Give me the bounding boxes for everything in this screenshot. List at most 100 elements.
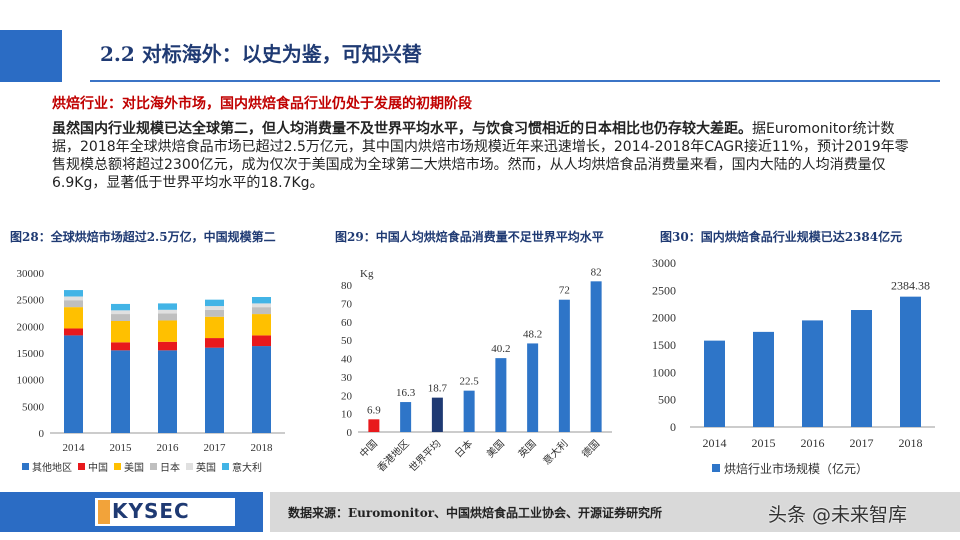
fig30-ytick-label: 0: [670, 420, 676, 434]
fig29-data-label: 48.2: [523, 328, 542, 340]
fig28-bar-2015-4: [111, 310, 130, 315]
fig28-legend-swatch: [186, 463, 193, 470]
fig28-xtick-label: 2017: [204, 442, 227, 454]
company-logo: KYSEC: [112, 499, 190, 523]
fig29-xtick-label: 英国: [515, 437, 538, 460]
fig30-xtick-label: 2017: [850, 436, 874, 450]
fig28-xtick-label: 2018: [251, 442, 274, 454]
fig29-chart: Kg 0 10 20 30 40 50 60 70 80 6.9 中国 16.3 香港地区 18.7 世界平均…: [341, 266, 612, 475]
fig29-ytick-label: 30: [341, 372, 353, 384]
fig30-xtick-label: 2016: [801, 436, 825, 450]
fig29-bar-2: [431, 397, 443, 432]
body-lead: 虽然国内行业规模已达全球第二，但人均消费量不及世界平均水平，与饮食习惯相近的日本…: [52, 121, 752, 137]
fig30-data-label: 2384.38: [891, 279, 930, 293]
fig30-xtick-label: 2015: [752, 436, 776, 450]
fig28-ytick-label: 15000: [17, 348, 45, 360]
fig30-ytick-label: 2000: [652, 311, 676, 325]
fig30-title: 图30：国内烘焙食品行业规模已达2384亿元: [660, 230, 903, 244]
title-bar: [0, 30, 960, 82]
fig30-xtick-label: 2018: [899, 436, 923, 450]
page-title: 2.2 对标海外：以史为鉴，可知兴替: [100, 42, 422, 66]
fig29-xtick-label: 世界平均: [407, 438, 444, 475]
fig30-bar-2016: [802, 320, 823, 427]
logo-background: [95, 498, 235, 526]
footer-source-bar: [270, 492, 960, 532]
fig28-bar-2014-4: [64, 296, 83, 301]
fig30-bar-2017: [851, 310, 872, 427]
fig28-bar-2018-0: [252, 346, 271, 433]
fig28-ytick-label: 25000: [17, 295, 45, 307]
fig28-legend-label: 中国: [88, 461, 108, 474]
fig28-bar-2015-2: [111, 321, 130, 343]
fig29-bar-4: [495, 358, 507, 432]
fig28-bar-2018-2: [252, 314, 271, 336]
fig28-bar-2015-1: [111, 342, 130, 351]
fig29-xtick-label: 德国: [579, 437, 602, 460]
fig29-bar-0: [368, 419, 380, 432]
fig30-chart: 0 500 1000 1500 2000 2500 3000 2014 2015 2016 2017…: [652, 256, 935, 476]
fig28-bar-2017-2: [205, 316, 224, 339]
fig28-bar-2016-4: [158, 309, 177, 314]
fig29-xtick-label: 美国: [484, 437, 507, 460]
fig28-legend-label: 英国: [196, 461, 216, 474]
fig29-y-unit: Kg: [360, 268, 374, 280]
fig28-legend-label: 其他地区: [32, 461, 72, 474]
fig29-ytick-label: 50: [341, 335, 353, 347]
fig29-data-label: 6.9: [367, 404, 381, 416]
fig28-bar-2015-3: [111, 314, 130, 321]
fig29-ytick-label: 40: [341, 354, 353, 366]
fig28-bar-2016-3: [158, 313, 177, 321]
fig28-bar-2017-3: [205, 309, 224, 317]
fig30-ytick-label: 500: [658, 393, 676, 407]
title-divider: [90, 80, 940, 82]
body-rest: 据Euromonitor统计数据，2018年全球烘焙食品市场已超过2.5万亿元，…: [52, 121, 909, 191]
fig28-title: 图28：全球烘焙市场超过2.5万亿，中国规模第二: [10, 230, 276, 244]
fig28-legend-label: 意大利: [232, 461, 262, 474]
fig28-legend-label: 日本: [160, 461, 180, 474]
fig29-xtick-label: 香港地区: [374, 437, 411, 474]
fig28-xtick-label: 2015: [110, 442, 133, 454]
fig28-bar-2018-5: [252, 297, 271, 304]
data-source: 数据来源：Euromonitor、中国烘焙食品工业协会、开源证券研究所: [288, 506, 663, 520]
fig30-bar-2015: [753, 331, 774, 427]
fig29-ytick-label: 0: [347, 427, 353, 439]
fig28-bar-2016-0: [158, 350, 177, 433]
fig29-bar-3: [463, 390, 475, 432]
fig30-legend-swatch: [712, 464, 720, 472]
fig28-chart: 0 5000 10000 15000 20000 25000 30000 2014 2015 20…: [17, 268, 285, 474]
body-paragraph: 虽然国内行业规模已达全球第二，但人均消费量不及世界平均水平，与饮食习惯相近的日本…: [52, 120, 922, 192]
sub-heading: 烘焙行业：对比海外市场，国内烘焙食品行业仍处于发展的初期阶段: [52, 96, 472, 112]
fig28-ytick-label: 10000: [17, 375, 45, 387]
fig28-xtick-label: 2016: [157, 442, 180, 454]
fig28-bar-2018-4: [252, 303, 271, 308]
fig28-bar-2014-1: [64, 328, 83, 336]
fig30-ytick-label: 3000: [652, 256, 676, 270]
fig28-bar-2018-1: [252, 335, 271, 347]
fig28-legend-swatch: [78, 463, 85, 470]
fig28-bar-2016-2: [158, 320, 177, 342]
fig28-legend-swatch: [222, 463, 229, 470]
fig29-data-label: 72: [559, 285, 570, 297]
fig30-xtick-label: 2014: [703, 436, 727, 450]
fig29-bar-1: [400, 402, 412, 432]
fig29-xtick-label: 中国: [357, 437, 380, 460]
fig30-legend-label: 烘焙行业市场规模（亿元）: [724, 461, 868, 476]
fig29-data-label: 18.7: [428, 383, 448, 395]
fig29-xtick-label: 日本: [452, 437, 475, 460]
fig29-data-label: 82: [591, 266, 602, 278]
fig28-legend-swatch: [22, 463, 29, 470]
fig28-bar-2014-0: [64, 335, 83, 433]
fig28-bar-2014-5: [64, 290, 83, 297]
fig29-bar-7: [590, 281, 602, 432]
logo-mark: [98, 500, 110, 524]
fig29-data-label: 40.2: [491, 343, 510, 355]
fig28-bar-2014-3: [64, 300, 83, 308]
fig28-ytick-label: 30000: [17, 268, 45, 280]
fig29-ytick-label: 60: [341, 317, 353, 329]
fig29-xtick-label: 意大利: [540, 437, 570, 467]
fig28-bar-2016-1: [158, 341, 177, 351]
fig28-bar-2015-0: [111, 350, 130, 433]
fig28-ytick-label: 0: [39, 428, 45, 440]
fig28-legend-label: 美国: [124, 461, 144, 474]
fig28-legend-swatch: [150, 463, 157, 470]
